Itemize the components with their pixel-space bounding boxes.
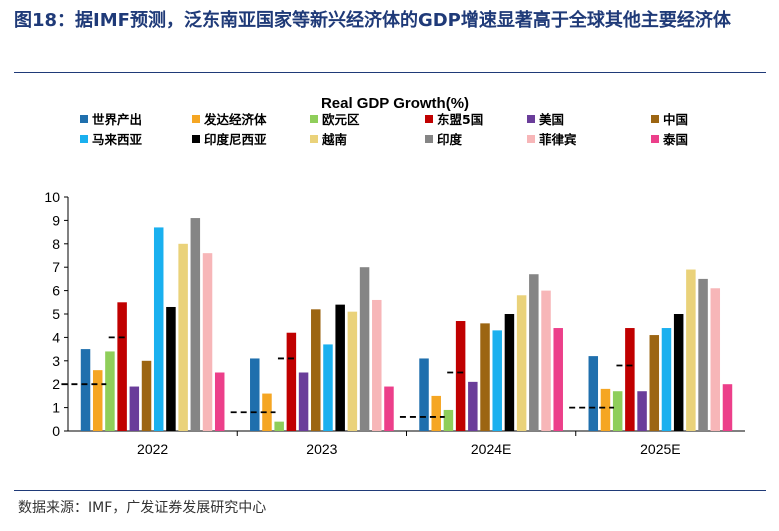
bar xyxy=(588,356,599,431)
footer-divider xyxy=(14,490,766,491)
bar xyxy=(129,386,140,431)
bar xyxy=(166,306,176,431)
legend-swatch xyxy=(527,115,535,123)
bar xyxy=(323,344,333,431)
bar xyxy=(612,391,623,431)
bar xyxy=(214,372,225,431)
y-tick-label: 4 xyxy=(52,329,60,345)
bar xyxy=(286,332,297,431)
title-divider xyxy=(14,72,766,73)
bar xyxy=(190,218,201,431)
y-tick-label: 6 xyxy=(52,283,60,299)
legend-label: 印度尼西亚 xyxy=(204,132,267,147)
y-tick-label: 7 xyxy=(52,259,60,275)
legend-swatch xyxy=(651,135,659,143)
legend-label: 中国 xyxy=(663,112,688,127)
y-tick-label: 2 xyxy=(52,376,60,392)
bar xyxy=(372,299,382,431)
bar xyxy=(359,267,370,431)
bar xyxy=(516,295,527,431)
bar xyxy=(250,358,260,431)
legend-label: 欧元区 xyxy=(322,112,360,127)
y-tick-label: 3 xyxy=(52,353,60,369)
bar xyxy=(298,372,309,431)
bar xyxy=(649,335,660,431)
figure-title: 图18：据IMF预测，泛东南亚国家等新兴经济体的GDP增速显著高于全球其他主要经… xyxy=(14,10,731,31)
legend-swatch xyxy=(310,135,318,143)
bar xyxy=(141,360,152,431)
bar xyxy=(117,302,127,431)
legend-label: 美国 xyxy=(539,112,564,127)
bar xyxy=(431,395,441,431)
y-tick-label: 10 xyxy=(44,189,60,205)
gdp-growth-bar-chart: Real GDP Growth(%) 世界产出 发达经济体 欧元区 东盟5国 美国 中国马… xyxy=(44,95,745,457)
legend-label: 泰国 xyxy=(662,132,688,147)
bar xyxy=(710,288,721,431)
bar xyxy=(92,370,103,431)
bar xyxy=(262,393,272,431)
legend-label: 越南 xyxy=(321,132,348,147)
bar xyxy=(153,227,164,431)
bar xyxy=(673,314,684,431)
bar xyxy=(553,328,563,431)
y-tick-label: 9 xyxy=(52,212,60,228)
bar xyxy=(178,243,188,431)
bar xyxy=(492,330,502,431)
legend-swatch xyxy=(192,135,200,143)
bar xyxy=(722,384,733,431)
bar xyxy=(455,321,466,431)
y-tick-label: 8 xyxy=(52,236,60,252)
bar xyxy=(600,388,611,431)
bar xyxy=(637,391,647,431)
legend-swatch xyxy=(80,115,88,123)
legend-label: 菲律宾 xyxy=(539,132,577,147)
bar xyxy=(661,328,672,431)
x-tick-label: 2024E xyxy=(471,441,511,457)
bar xyxy=(347,311,358,431)
bar xyxy=(335,304,345,431)
bar xyxy=(504,314,515,431)
y-tick-label: 5 xyxy=(52,306,60,322)
x-tick-label: 2023 xyxy=(306,441,337,457)
legend-label: 马来西亚 xyxy=(92,132,143,147)
bar xyxy=(202,253,213,431)
legend-swatch xyxy=(192,115,200,123)
legend-label: 发达经济体 xyxy=(203,112,267,127)
legend-label: 世界产出 xyxy=(92,112,142,127)
bar xyxy=(274,421,284,431)
bar xyxy=(80,349,91,431)
bar xyxy=(480,323,490,431)
bar xyxy=(105,351,115,431)
legend-swatch xyxy=(80,135,88,143)
legend-swatch xyxy=(651,115,659,123)
bar xyxy=(311,309,321,431)
chart-title: Real GDP Growth(%) xyxy=(321,95,469,112)
bar xyxy=(529,274,539,431)
bar xyxy=(541,290,551,431)
bar xyxy=(698,278,708,431)
legend-swatch xyxy=(425,115,433,123)
chart-reference-lines xyxy=(61,336,636,418)
bar xyxy=(419,358,429,431)
bar xyxy=(686,269,696,431)
x-tick-label: 2025E xyxy=(640,441,680,457)
bar xyxy=(468,381,478,431)
y-tick-label: 1 xyxy=(52,400,60,416)
y-tick-label: 0 xyxy=(52,423,60,439)
chart-bars xyxy=(80,218,733,431)
legend-swatch xyxy=(425,135,433,143)
bar xyxy=(625,328,635,431)
bar xyxy=(443,409,454,431)
legend-swatch xyxy=(527,135,535,143)
legend-label: 东盟5国 xyxy=(437,112,483,127)
legend-swatch xyxy=(310,115,318,123)
x-tick-label: 2022 xyxy=(137,441,168,457)
bar xyxy=(384,386,394,431)
legend-label: 印度 xyxy=(437,132,463,147)
source-note: 数据来源：IMF，广发证券发展研究中心 xyxy=(18,500,267,516)
